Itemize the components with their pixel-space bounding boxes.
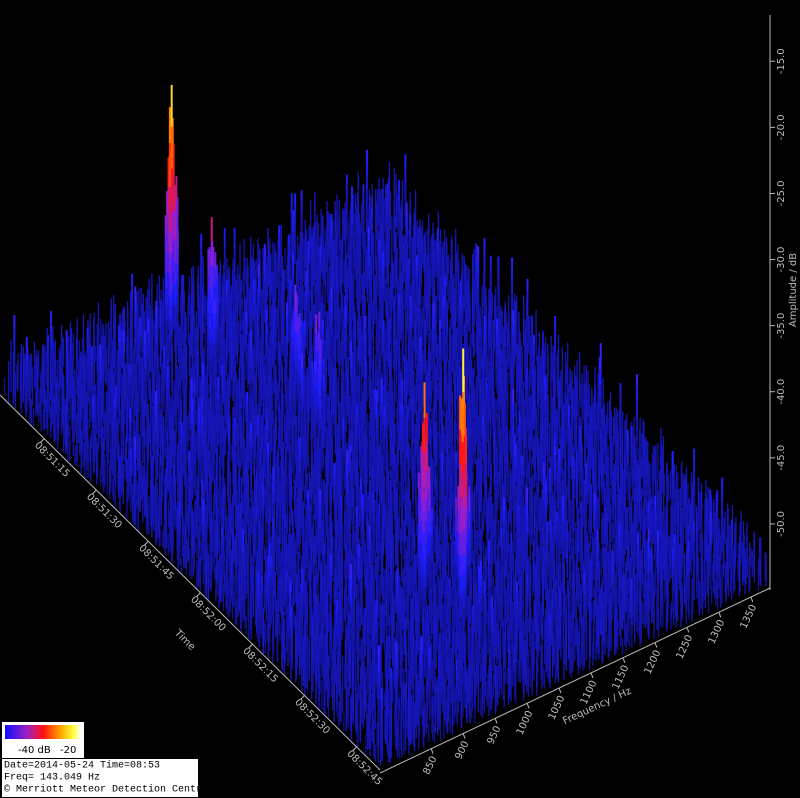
spectrogram (3, 84, 767, 766)
